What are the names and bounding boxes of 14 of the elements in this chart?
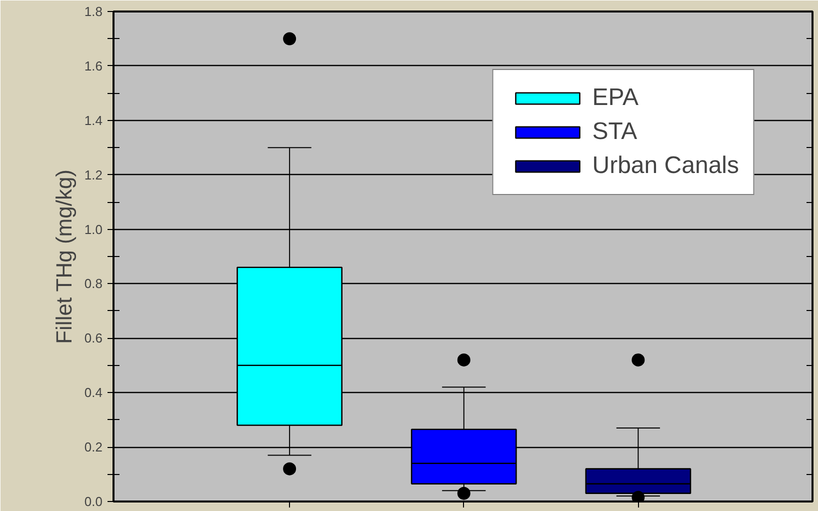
legend-label: EPA bbox=[592, 84, 638, 112]
y-axis-title: Fillet THg (mg/kg) bbox=[51, 169, 76, 344]
y-tick-label: 0.8 bbox=[84, 276, 103, 292]
y-tick-label: 1.0 bbox=[84, 222, 103, 237]
y-tick-label: 1.8 bbox=[84, 4, 103, 19]
y-tick-label: 0.6 bbox=[84, 330, 103, 346]
y-tick-label: 0.0 bbox=[84, 494, 103, 509]
legend-label: Urban Canals bbox=[592, 152, 739, 180]
legend-label: STA bbox=[592, 118, 638, 146]
y-tick-label: 1.2 bbox=[84, 167, 103, 182]
y-tick-label: 0.4 bbox=[84, 385, 103, 400]
y-tick-label: 0.2 bbox=[84, 440, 103, 455]
y-tick-label: 1.4 bbox=[84, 112, 103, 128]
y-tick-label: 1.6 bbox=[84, 58, 103, 74]
